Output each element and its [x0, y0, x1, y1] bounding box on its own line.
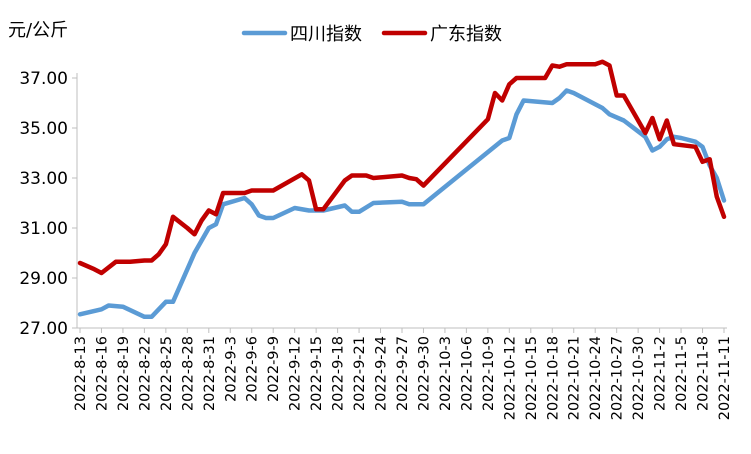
y-axis: 27.00 29.00 31.00 33.00 35.00 37.00 — [19, 69, 78, 339]
x-tick-label: 2022-9-24 — [374, 336, 390, 411]
x-tick-label: 2022-9-6 — [245, 336, 261, 402]
x-tick-label: 2022-9-21 — [352, 336, 368, 411]
y-tick-label: 35.00 — [19, 119, 68, 139]
x-tick-label: 2022-9-27 — [395, 336, 411, 411]
x-tick-label: 2022-9-18 — [331, 336, 347, 411]
x-tick-label: 2022-9-3 — [223, 336, 239, 402]
series-line-0 — [77, 88, 727, 320]
x-tick-label: 2022-8-31 — [202, 336, 218, 411]
x-tick-label: 2022-8-16 — [95, 336, 111, 411]
legend: 四川指数 广东指数 — [241, 24, 502, 45]
y-tick-label: 31.00 — [19, 219, 68, 239]
y-tick-label: 27.00 — [19, 319, 68, 339]
x-tick-label: 2022-9-15 — [309, 336, 325, 411]
series-layer — [77, 59, 727, 320]
x-tick-label: 2022-9-12 — [288, 336, 304, 411]
series-line-1 — [77, 59, 727, 276]
x-tick-label: 2022-8-22 — [137, 336, 153, 411]
x-tick-label: 2022-9-30 — [417, 336, 433, 411]
x-tick-label: 2022-10-9 — [481, 336, 497, 411]
x-tick-label: 2022-11-8 — [696, 336, 712, 411]
x-tick-label: 2022-8-28 — [180, 336, 196, 411]
x-tick-label: 2022-8-19 — [116, 336, 132, 411]
x-tick-label: 2022-10-27 — [610, 336, 626, 420]
x-tick-label: 2022-10-18 — [545, 336, 561, 420]
legend-label-0: 四川指数 — [290, 24, 362, 45]
x-tick-label: 2022-11-2 — [653, 336, 669, 411]
y-tick-label: 29.00 — [19, 269, 68, 289]
y-tick-label: 37.00 — [19, 69, 68, 89]
legend-label-1: 广东指数 — [430, 24, 502, 45]
x-tick-label: 2022-10-6 — [459, 336, 475, 411]
x-tick-label: 2022-10-21 — [567, 336, 583, 420]
x-axis: 2022-8-13 2022-8-16 2022-8-19 2022-8-22 2022… — [73, 327, 733, 420]
x-tick-label: 2022-10-24 — [588, 336, 604, 420]
x-tick-label: 2022-11-11 — [717, 336, 733, 420]
x-tick-label: 2022-8-13 — [73, 336, 89, 411]
x-tick-label: 2022-8-25 — [159, 336, 175, 411]
x-tick-label: 2022-9-9 — [266, 336, 282, 402]
x-tick-label: 2022-10-3 — [438, 336, 454, 411]
x-tick-label: 2022-11-5 — [674, 336, 690, 411]
x-tick-label: 2022-10-12 — [502, 336, 518, 420]
x-tick-label: 2022-10-15 — [524, 336, 540, 420]
y-unit-label: 元/公斤 — [8, 20, 68, 41]
x-tick-label: 2022-10-30 — [631, 336, 647, 420]
y-tick-label: 33.00 — [19, 169, 68, 189]
